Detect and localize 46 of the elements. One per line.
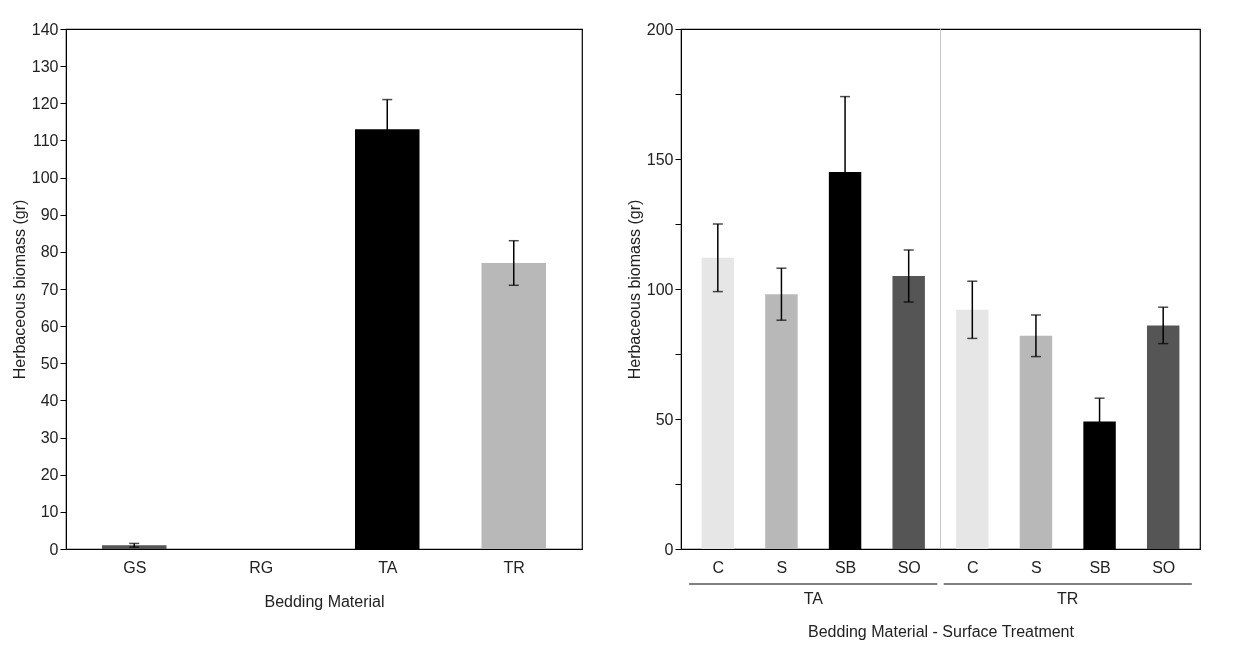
y-tick-label: 10 [40,503,59,521]
bar [956,309,989,549]
y-tick-label: 130 [31,57,59,75]
y-tick-label: 100 [646,280,674,298]
y-axis-title: Herbaceous biomass (gr) [625,199,643,380]
x-tick-label: SO [897,558,921,576]
y-tick-label: 90 [40,206,59,224]
y-tick-label: 150 [646,150,674,168]
x-tick-label: C [967,558,979,576]
x-tick-label: C [712,558,725,576]
y-tick-label: 200 [646,20,674,38]
x-tick-label: SB [1089,558,1111,576]
y-tick-label: 80 [40,243,59,261]
y-tick-label: 50 [40,354,59,372]
text: TA [803,590,824,607]
x-tick-label: GS [123,558,147,576]
bar [892,276,925,549]
y-tick-label: 60 [40,317,59,335]
bar [102,545,167,549]
x-tick-label: S [776,558,788,576]
y-tick-label: 0 [49,540,59,558]
y-tick-label: 70 [40,280,59,298]
y-tick-label: 110 [32,131,59,149]
y-tick-label: 120 [31,94,59,112]
y-axis-title: Herbaceous biomass (gr) [10,199,28,380]
y-tick-label: 20 [40,466,59,484]
y-tick-label: 50 [655,410,674,428]
bar [765,294,798,549]
bar [1019,335,1053,549]
y-tick-label: 40 [40,391,59,409]
y-tick-label: 30 [40,429,59,447]
x-tick-label: SB [834,558,857,576]
y-tick-label: 0 [664,540,674,558]
text: TR [1057,590,1079,607]
x-tick-label: TA [378,558,398,576]
x-tick-label: RG [249,558,274,576]
y-tick-label: 100 [31,169,59,187]
bar [701,257,735,549]
y-tick-label: 140 [31,20,59,38]
x-tick-label: SO [1152,558,1176,576]
x-tick-label: S [1031,558,1042,576]
x-axis-title: Bedding Material [264,592,385,610]
x-axis-title: Bedding Material - Surface Treatment [808,622,1075,640]
bar [1146,325,1180,549]
bar [481,263,546,549]
x-tick-label: TR [503,558,525,576]
